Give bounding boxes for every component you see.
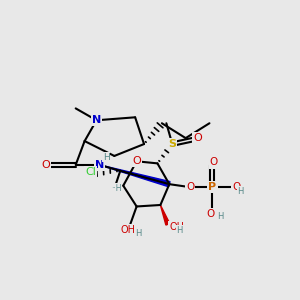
Text: Cl: Cl bbox=[85, 167, 96, 177]
Polygon shape bbox=[160, 205, 170, 225]
Text: O: O bbox=[186, 182, 194, 192]
Text: OH: OH bbox=[120, 225, 135, 235]
Text: O: O bbox=[193, 133, 202, 143]
Text: O: O bbox=[132, 156, 141, 166]
Text: H: H bbox=[176, 226, 183, 235]
Text: O: O bbox=[210, 158, 218, 167]
Text: H: H bbox=[103, 153, 110, 162]
Text: H: H bbox=[135, 229, 141, 238]
Polygon shape bbox=[100, 165, 170, 187]
Text: O: O bbox=[207, 209, 215, 219]
Text: N: N bbox=[95, 160, 104, 170]
Text: S: S bbox=[168, 139, 176, 149]
Text: H: H bbox=[217, 212, 223, 221]
Text: ··H: ··H bbox=[112, 184, 122, 193]
Text: H: H bbox=[238, 187, 244, 196]
Text: O: O bbox=[232, 182, 240, 192]
Text: N: N bbox=[92, 115, 101, 125]
Text: P: P bbox=[208, 182, 217, 192]
Text: O: O bbox=[42, 160, 50, 170]
Text: OH: OH bbox=[169, 222, 184, 232]
